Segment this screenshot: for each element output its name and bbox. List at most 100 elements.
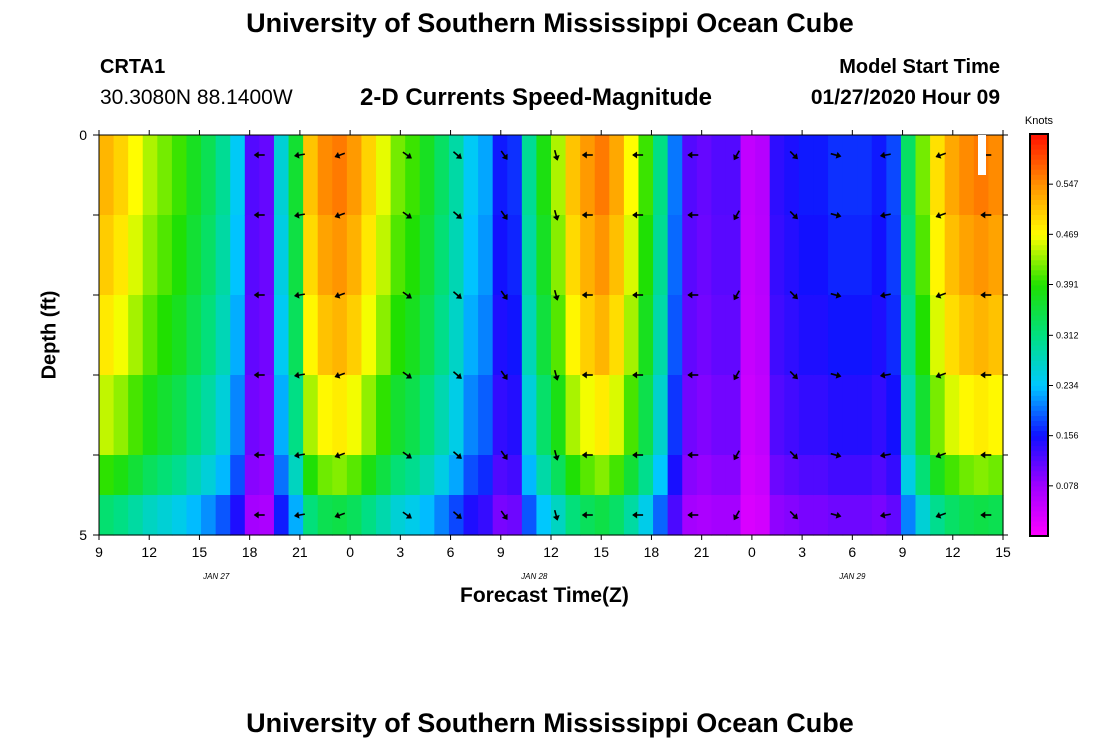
heat-cell bbox=[405, 135, 421, 216]
heat-cell bbox=[580, 375, 596, 456]
heat-cell bbox=[434, 375, 450, 456]
current-vector-arrow bbox=[980, 211, 992, 219]
heat-cell bbox=[157, 375, 173, 456]
current-vector-arrow bbox=[334, 452, 346, 459]
heat-cell bbox=[521, 495, 538, 536]
heat-cell bbox=[536, 215, 552, 296]
heat-cell bbox=[521, 215, 538, 296]
heat-cell bbox=[113, 295, 129, 376]
heat-cell bbox=[376, 295, 392, 376]
heat-cell bbox=[930, 215, 946, 296]
heat-cell bbox=[113, 135, 129, 216]
y-tick-label: 0 bbox=[79, 127, 87, 143]
colorbar-segment bbox=[1030, 159, 1048, 165]
heat-cell bbox=[244, 295, 260, 376]
current-vector-arrow bbox=[687, 511, 699, 519]
colorbar-tick-label: 0.078 bbox=[1056, 481, 1079, 491]
heat-cell bbox=[478, 215, 494, 296]
heat-cell bbox=[871, 215, 887, 296]
current-vector-arrow bbox=[500, 210, 508, 220]
heat-cell bbox=[725, 375, 742, 456]
heat-cell bbox=[915, 495, 931, 536]
colorbar-segment bbox=[1030, 314, 1048, 321]
colorbar-segment bbox=[1030, 375, 1048, 381]
station-id: CRTA1 bbox=[100, 56, 166, 78]
heat-cell bbox=[259, 135, 275, 216]
current-vector-arrow bbox=[980, 511, 992, 519]
heat-cell bbox=[390, 135, 406, 216]
heat-cell bbox=[346, 135, 363, 216]
heat-cell bbox=[667, 135, 683, 216]
heat-cell bbox=[653, 135, 669, 216]
heat-cell bbox=[215, 215, 231, 296]
heat-cell bbox=[361, 135, 377, 216]
colorbar-unit: Knots bbox=[1025, 115, 1054, 127]
heat-cell bbox=[419, 215, 435, 296]
heat-cell bbox=[448, 455, 465, 496]
heat-cell bbox=[915, 375, 931, 456]
current-vector-arrow bbox=[253, 451, 265, 459]
heat-cell bbox=[784, 135, 800, 216]
heat-cell bbox=[857, 375, 873, 456]
heat-cell bbox=[623, 495, 640, 536]
x-tick-label: 6 bbox=[848, 544, 856, 560]
x-tick-label: 12 bbox=[543, 544, 559, 560]
x-tick-label: 9 bbox=[95, 544, 103, 560]
heat-cell bbox=[273, 135, 290, 216]
heat-cell bbox=[521, 295, 538, 376]
colorbar-segment bbox=[1030, 370, 1048, 376]
heat-cell bbox=[725, 135, 742, 216]
heat-cell bbox=[99, 295, 115, 376]
colorbar-segment bbox=[1030, 324, 1048, 331]
heat-cell bbox=[813, 135, 829, 216]
heat-cell bbox=[813, 495, 829, 536]
heat-cell bbox=[288, 375, 304, 456]
heat-cell bbox=[711, 375, 727, 456]
current-vector-arrow bbox=[552, 149, 560, 161]
heat-cell bbox=[944, 135, 960, 216]
current-vector-arrow bbox=[879, 371, 891, 379]
heat-cell bbox=[711, 215, 727, 296]
heat-cell bbox=[186, 375, 202, 456]
colorbar-segment bbox=[1030, 164, 1048, 170]
heat-cell bbox=[142, 455, 158, 496]
current-vector-arrow bbox=[581, 371, 593, 379]
heat-cell bbox=[959, 135, 975, 216]
heat-cell bbox=[273, 495, 290, 536]
heat-cell bbox=[186, 455, 202, 496]
current-vector-arrow bbox=[879, 451, 891, 459]
heat-cell bbox=[171, 215, 188, 296]
heat-cell bbox=[288, 295, 304, 376]
heat-cell bbox=[638, 375, 654, 456]
colorbar-segment bbox=[1030, 390, 1048, 396]
colorbar-segment bbox=[1030, 525, 1048, 532]
heat-cell bbox=[842, 495, 858, 536]
colorbar-segment bbox=[1030, 400, 1048, 406]
heat-cell bbox=[186, 215, 202, 296]
heat-cell bbox=[507, 215, 523, 296]
heat-cell bbox=[259, 495, 275, 536]
heat-cell bbox=[332, 375, 348, 456]
heat-cell bbox=[346, 455, 363, 496]
heat-cell bbox=[259, 375, 275, 456]
colorbar-segment bbox=[1030, 319, 1048, 326]
heat-cell bbox=[201, 375, 217, 456]
current-vector-arrow bbox=[830, 371, 842, 379]
heat-cell bbox=[828, 135, 844, 216]
heat-cell bbox=[157, 295, 173, 376]
heat-cell bbox=[507, 495, 523, 536]
current-vector-arrow bbox=[253, 151, 265, 159]
heat-cell bbox=[682, 455, 698, 496]
heat-cell bbox=[711, 455, 727, 496]
colorbar-segment bbox=[1030, 134, 1048, 140]
heat-cell bbox=[201, 135, 217, 216]
current-vector-arrow bbox=[402, 451, 412, 459]
y-tick-label: 5 bbox=[79, 527, 87, 543]
current-vector-arrow bbox=[334, 292, 346, 299]
current-vector-arrow bbox=[687, 291, 699, 299]
colorbar-segment bbox=[1030, 530, 1048, 537]
current-vector-arrow bbox=[789, 510, 798, 520]
x-tick-label: 15 bbox=[995, 544, 1011, 560]
heat-cell bbox=[638, 215, 654, 296]
heat-cell bbox=[346, 375, 363, 456]
